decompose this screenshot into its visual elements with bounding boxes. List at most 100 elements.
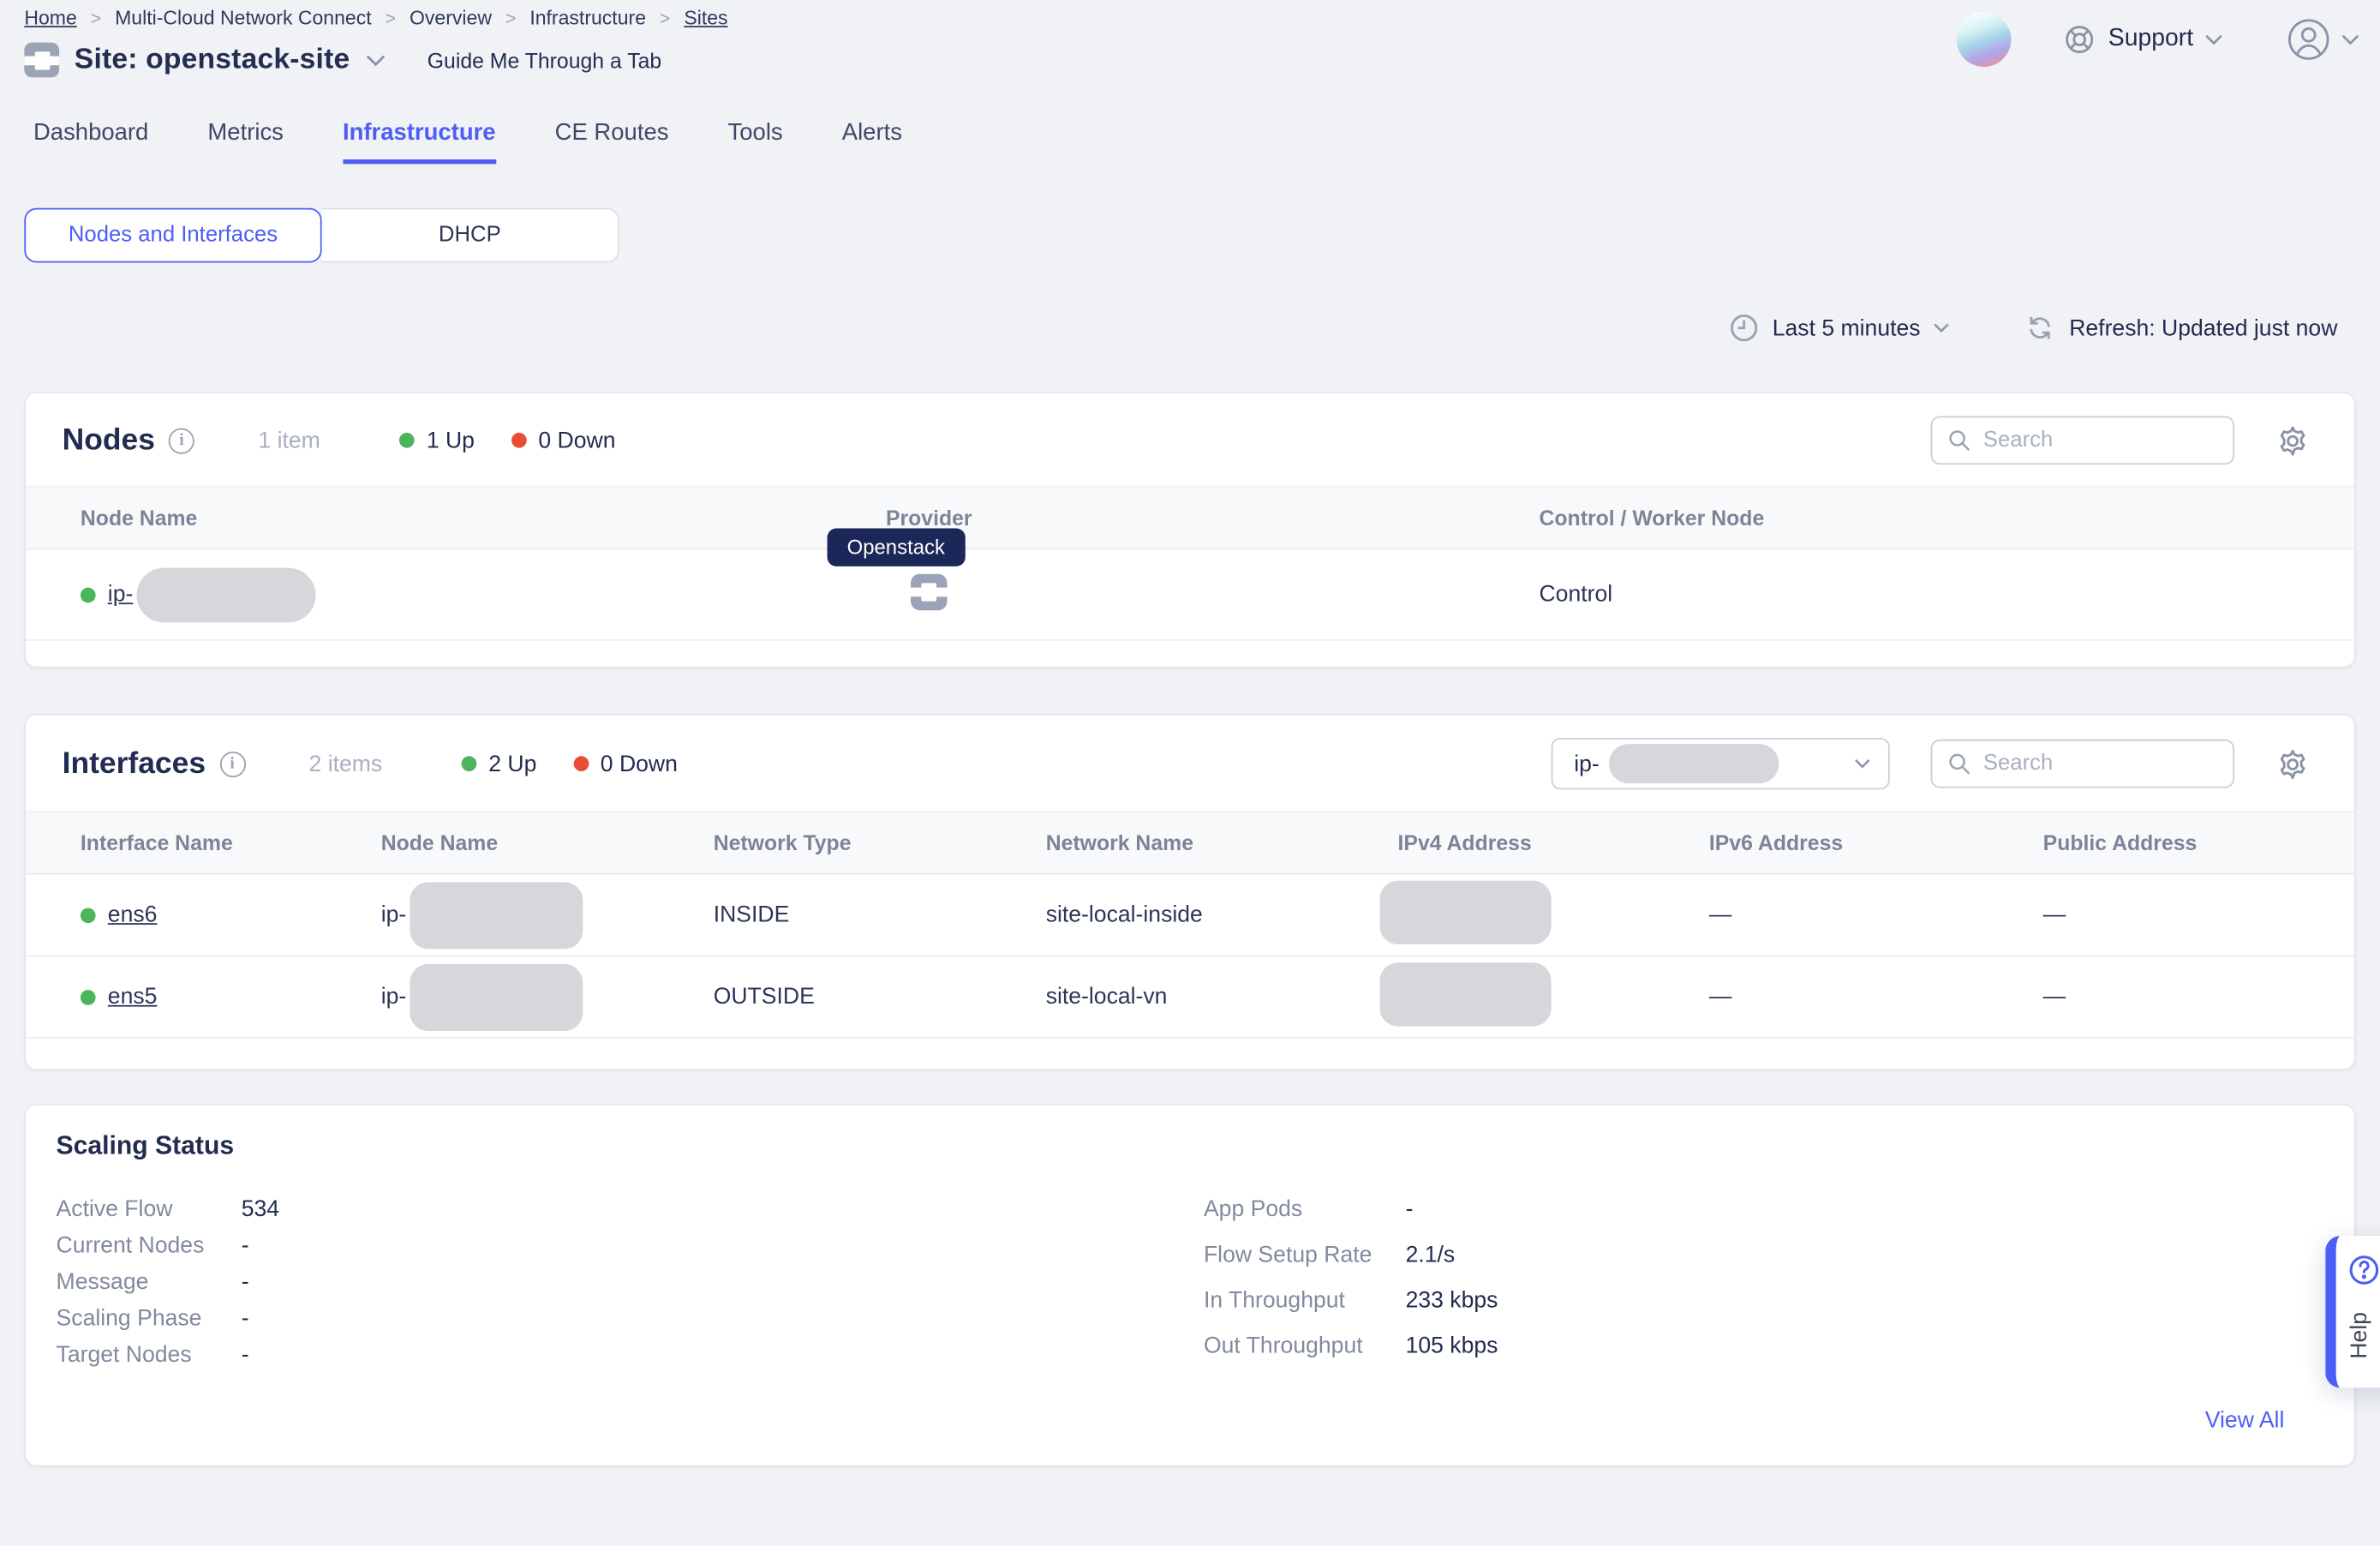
nodes-up-status: 1 Up — [398, 428, 475, 453]
column-header: Control / Worker Node — [1539, 505, 1765, 530]
network-type-cell: INSIDE — [713, 902, 790, 928]
info-icon[interactable]: i — [219, 751, 246, 777]
subtab-nodes-and-interfaces[interactable]: Nodes and Interfaces — [24, 207, 322, 263]
interface-name-cell: ens5 — [26, 984, 381, 1010]
interfaces-search-input[interactable] — [1982, 751, 2218, 776]
column-header: Network Type — [713, 830, 852, 855]
interface-link[interactable]: ens6 — [107, 902, 158, 928]
scaling-left-list: Active Flow 534 Current Nodes - Message … — [57, 1190, 2318, 1373]
site-type-icon — [24, 42, 60, 78]
list-item: Message - — [57, 1263, 2318, 1300]
chevron-down-icon — [2342, 34, 2359, 45]
node-status-dot — [80, 586, 96, 602]
breadcrumb-home[interactable]: Home — [24, 6, 77, 29]
tab-tools[interactable]: Tools — [727, 119, 783, 147]
interfaces-up-status: 2 Up — [461, 751, 536, 776]
info-icon[interactable]: i — [168, 427, 194, 453]
kv-value: 233 kbps — [1405, 1286, 1498, 1313]
assistant-orb-button[interactable] — [1956, 12, 2012, 67]
nodes-panel-tools — [1930, 416, 2318, 465]
chevron-down-icon — [2205, 34, 2222, 45]
user-avatar-icon — [2287, 19, 2329, 60]
nodes-down-status: 0 Down — [511, 428, 615, 453]
kv-value: - — [1405, 1195, 1414, 1222]
refresh-status-label: Refresh: Updated just now — [2069, 315, 2338, 341]
view-all-link[interactable]: View All — [2204, 1407, 2285, 1434]
tab-dashboard[interactable]: Dashboard — [33, 119, 149, 147]
tab-alerts[interactable]: Alerts — [841, 119, 902, 147]
refresh-button[interactable]: Refresh: Updated just now — [2025, 313, 2338, 343]
nodes-search-input[interactable] — [1982, 428, 2218, 452]
nodes-settings-button[interactable] — [2275, 422, 2311, 458]
support-menu[interactable]: Support — [2063, 23, 2222, 57]
kv-value: - — [241, 1231, 249, 1258]
breadcrumb-infrastructure[interactable]: Infrastructure — [529, 6, 647, 29]
redacted-node-name — [409, 963, 583, 1031]
subtab-dhcp[interactable]: DHCP — [321, 207, 619, 263]
table-row: ens5 ip- OUTSIDE site-local-vn — — — [26, 956, 2354, 1039]
page-title: Site: openstack-site — [74, 43, 350, 75]
node-filter-prefix: ip- — [1574, 751, 1600, 777]
interfaces-search — [1930, 739, 2234, 788]
interface-link[interactable]: ens5 — [107, 984, 158, 1010]
tab-metrics[interactable]: Metrics — [207, 119, 284, 147]
title-row: Site: openstack-site Guide Me Through a … — [24, 42, 2355, 78]
kv-label: Scaling Phase — [56, 1304, 202, 1331]
breadcrumb-overview[interactable]: Overview — [409, 6, 492, 29]
interface-status-dot — [80, 907, 96, 923]
node-role-cell: Control — [1539, 581, 1613, 608]
interfaces-panel-tools: ip- — [1551, 738, 2318, 790]
kv-label: Target Nodes — [56, 1341, 192, 1368]
scaling-status-body: Scaling Status Active Flow 534 Current N… — [26, 1106, 2354, 1465]
node-name-cell: ip- — [26, 566, 663, 622]
kv-value: 534 — [241, 1195, 280, 1222]
redacted-ipv4 — [1378, 962, 1551, 1026]
up-status-dot — [461, 756, 477, 772]
time-range-selector[interactable]: Last 5 minutes — [1728, 313, 1949, 343]
interfaces-table-header: Interface Name Node Name Network Type Ne… — [26, 811, 2354, 875]
toolbar-row: Last 5 minutes Refresh: Updated just now — [0, 313, 2380, 343]
ipv6-cell: — — [1708, 902, 1732, 928]
down-status-label: 0 Down — [600, 751, 678, 777]
breadcrumb-mcn[interactable]: Multi-Cloud Network Connect — [115, 6, 372, 29]
openstack-provider-icon[interactable] — [911, 572, 948, 610]
network-name-cell: site-local-vn — [1045, 984, 1168, 1010]
column-header: Node Name — [380, 830, 499, 855]
gear-icon — [2280, 749, 2305, 779]
kv-value: 2.1/s — [1405, 1241, 1456, 1267]
user-menu[interactable] — [2286, 16, 2359, 62]
column-header: Public Address — [2042, 830, 2198, 855]
lifebuoy-icon — [2066, 26, 2094, 54]
redacted-node-name — [409, 881, 583, 949]
breadcrumb-sites[interactable]: Sites — [684, 6, 728, 29]
column-header: Node Name — [80, 505, 198, 530]
kv-value: - — [241, 1341, 249, 1368]
time-range-label: Last 5 minutes — [1772, 315, 1921, 341]
guide-me-link[interactable]: Guide Me Through a Tab — [427, 47, 662, 73]
tab-ce-routes[interactable]: CE Routes — [554, 119, 669, 147]
list-item: In Throughput 233 kbps — [1204, 1277, 1498, 1322]
network-name-cell: site-local-inside — [1045, 902, 1203, 928]
interfaces-title: Interfaces — [62, 746, 206, 780]
help-label: Help — [2347, 1311, 2373, 1359]
network-type-cell: OUTSIDE — [713, 984, 815, 1010]
chevron-down-icon — [1934, 323, 1949, 333]
kv-label: Out Throughput — [1203, 1332, 1363, 1358]
node-link[interactable]: ip- — [107, 581, 134, 608]
interfaces-settings-button[interactable] — [2275, 746, 2311, 782]
list-item: Current Nodes - — [57, 1227, 2318, 1264]
tab-infrastructure[interactable]: Infrastructure — [343, 120, 496, 165]
list-item: Scaling Phase - — [57, 1300, 2318, 1337]
interface-name-cell: ens6 — [26, 902, 381, 927]
provider-cell — [663, 572, 1194, 616]
list-item: App Pods - — [1204, 1186, 1498, 1231]
breadcrumb-separator: > — [505, 6, 517, 28]
help-widget[interactable]: Help — [2325, 1236, 2380, 1388]
up-status-label: 2 Up — [488, 751, 537, 777]
top-bar: Home > Multi-Cloud Network Connect > Ove… — [0, 0, 2380, 78]
node-filter-dropdown[interactable]: ip- — [1551, 738, 1890, 790]
site-chevron-down-icon[interactable] — [365, 54, 385, 66]
tab-bar: Dashboard Metrics Infrastructure CE Rout… — [0, 119, 2380, 165]
kv-value: 105 kbps — [1405, 1332, 1498, 1358]
kv-value: - — [241, 1304, 249, 1331]
